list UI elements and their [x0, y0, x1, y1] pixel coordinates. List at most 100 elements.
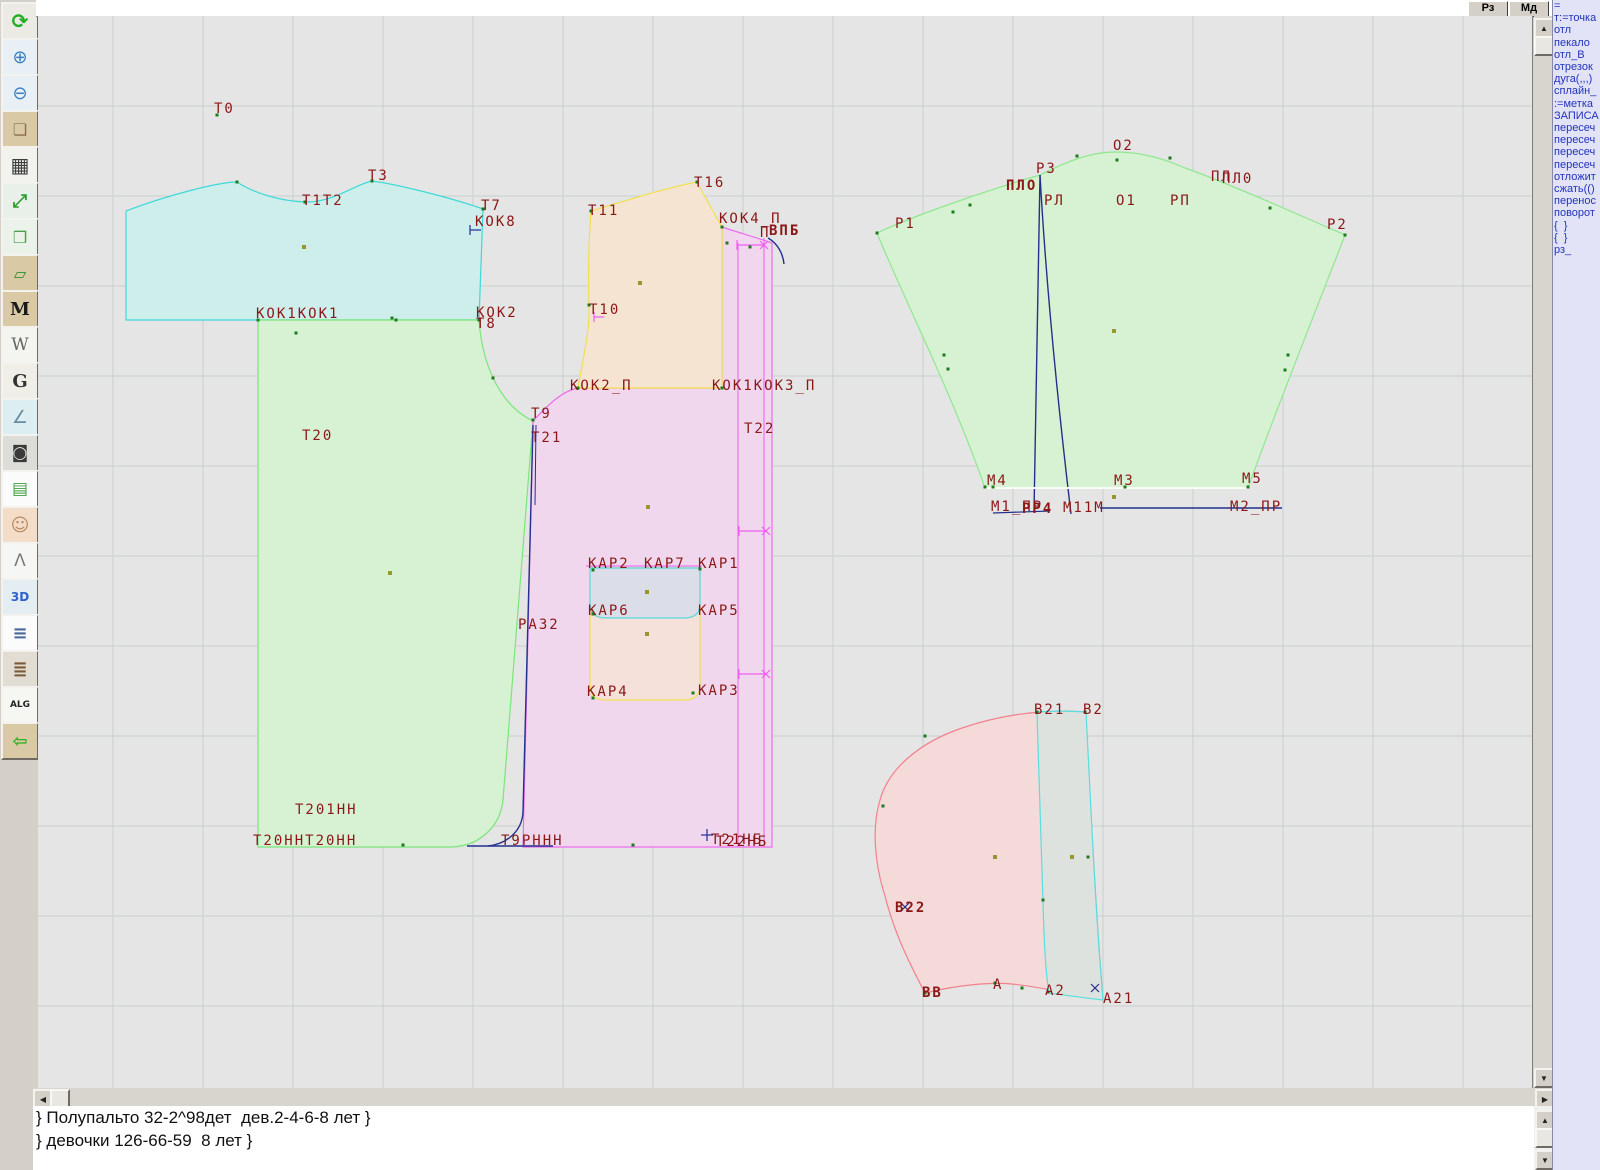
command-item-10[interactable]: пересеч [1554, 122, 1596, 135]
toolbar-button-refresh[interactable]: ⟳ [1, 2, 39, 40]
point-label: М1_ПР [991, 499, 1043, 515]
vertex-point [1075, 154, 1079, 158]
toolbar-button-list-doc[interactable]: ≡ [1, 614, 39, 652]
command-item-15[interactable]: сжать(() [1554, 183, 1595, 196]
toolbar-button-alg-doc[interactable]: ALG [1, 686, 39, 724]
command-item-6[interactable]: дуга(,,,) [1554, 73, 1593, 86]
canvas-hscrollbar[interactable]: ◀ ▶ [33, 1088, 1555, 1109]
toolbar-button-table-doc[interactable]: ▤ [1, 470, 39, 508]
toolbar-button-view-piece[interactable]: ❏ [1, 110, 39, 148]
point-label: КОК2 [476, 305, 518, 321]
vertex-point [256, 318, 260, 322]
command-item-16[interactable]: перенос [1554, 195, 1597, 208]
piece-back-yoke[interactable] [125, 180, 484, 321]
text-vscrollbar[interactable]: ▲ ▼ [1534, 1106, 1555, 1170]
toolbar-button-image[interactable]: ❒ [1, 218, 39, 256]
point-label: Т9РННН [501, 833, 564, 849]
scroll-down-icon[interactable]: ▼ [1534, 1068, 1554, 1088]
marker-plus [701, 829, 713, 841]
command-item-11[interactable]: пересеч [1554, 134, 1596, 147]
point-label: Т201НН [295, 802, 358, 818]
point-label: А [993, 977, 1003, 993]
command-item-4[interactable]: отл_В [1554, 48, 1585, 61]
zoom-in-icon: ⊕ [12, 46, 28, 68]
command-item-5[interactable]: отрезок [1554, 61, 1593, 74]
drawing-canvas[interactable]: Т0 Т3 Т1Т2 Т7 КОК8 КОК1КОК1 КОК2 Т8 Т20 Т9 Т21 Т201… [38, 16, 1533, 1089]
command-item-18[interactable]: { } [1554, 219, 1568, 232]
refresh-icon: ⟳ [11, 9, 29, 33]
point-label: М5 [1242, 471, 1263, 487]
marker-hdim [738, 669, 771, 679]
toolbar-button-m-piece[interactable]: M [1, 290, 39, 328]
vertex-point [923, 991, 927, 995]
vertex-point [1268, 206, 1272, 210]
command-item-7[interactable]: сплайн_ [1554, 85, 1597, 98]
md-button[interactable]: Мд [1509, 1, 1549, 17]
point-label: Т7 [481, 198, 502, 214]
point-label: Р3 [1036, 161, 1057, 177]
vertex-point [1035, 710, 1039, 714]
point-label: М4 [987, 473, 1008, 489]
vertex-point [991, 485, 995, 489]
rz-button[interactable]: Рз [1468, 1, 1508, 17]
toolbar-button-portrait[interactable]: ☺ [1, 506, 39, 544]
toolbar-button-grid[interactable]: ▦ [1, 146, 39, 184]
toolbar-button-measure-line[interactable]: ⤢ [1, 182, 39, 220]
vscroll-thumb[interactable] [1534, 36, 1554, 56]
point-label: ВВ [922, 985, 943, 1001]
command-item-19[interactable]: { } [1554, 231, 1568, 244]
command-item-3[interactable]: пекало [1554, 36, 1590, 49]
toolbar-button-threed[interactable]: 3D [1, 578, 39, 616]
view-piece-icon: ❏ [12, 119, 28, 139]
toolbar-button-zoom-out[interactable]: ⊖ [1, 74, 39, 112]
point-label: Т21 [531, 430, 562, 446]
toolbar-button-ruler[interactable]: ∠ [1, 398, 39, 436]
point-label: КАР7 [644, 556, 686, 572]
point-label: ВПБ [769, 223, 800, 239]
toolbar-button-piece-card[interactable]: ▱ [1, 254, 39, 292]
toolbar-button-g-pattern[interactable]: G [1, 362, 39, 400]
point-label: Т20ННТ20НН [253, 833, 357, 849]
line-sleeve-hem-short [992, 510, 1051, 514]
piece-card-icon: ▱ [13, 263, 27, 283]
piece-front-yoke[interactable] [577, 181, 723, 389]
command-item-20[interactable]: рз_ [1554, 244, 1572, 257]
toolbar-button-zoom-in[interactable]: ⊕ [1, 38, 39, 76]
measure-line-icon: ⤢ [12, 190, 28, 212]
g-pattern-icon: G [12, 370, 28, 392]
status-line-1: } Полупальто 32-2^98дет дев.2-4-6-8 лет … [36, 1108, 371, 1127]
status-text-area[interactable]: } Полупальто 32-2^98дет дев.2-4-6-8 лет … [33, 1106, 1534, 1170]
centroid-point [645, 632, 649, 636]
point-label: В21 [1034, 702, 1065, 718]
vertex-point [983, 485, 987, 489]
camera-icon: ◙ [11, 443, 29, 463]
toolbar-button-books[interactable]: ≣ [1, 650, 39, 688]
toolbar-button-exit[interactable]: ⇦ [1, 722, 39, 760]
piece-sleeve[interactable] [876, 151, 1346, 489]
vertex-point [1283, 368, 1287, 372]
point-label: Т22 [744, 421, 775, 437]
command-item-0[interactable]: = [1554, 0, 1561, 12]
command-item-1[interactable]: т:=точка [1554, 12, 1597, 25]
vertex-point [491, 376, 495, 380]
vertex-point [531, 418, 535, 422]
command-item-8[interactable]: :=метка [1554, 97, 1594, 110]
command-item-17[interactable]: поворот [1554, 207, 1595, 220]
vertex-point [589, 209, 593, 213]
toolbar-button-compass-w[interactable]: W [1, 326, 39, 364]
toolbar-button-jacket[interactable]: Λ [1, 542, 39, 580]
command-item-14[interactable]: отложит [1554, 170, 1596, 183]
piece-back-panel[interactable] [257, 319, 534, 848]
point-label: КАР5 [698, 603, 740, 619]
point-label: А2 [1045, 983, 1066, 999]
point-label: Т22НБ [716, 834, 768, 850]
command-item-2[interactable]: отл [1554, 24, 1572, 37]
scroll-up-icon[interactable]: ▲ [1534, 18, 1554, 38]
command-item-13[interactable]: пересеч [1554, 158, 1596, 171]
vertex-point [631, 843, 635, 847]
command-item-9[interactable]: ЗАПИСА [1554, 109, 1599, 122]
toolbar-button-camera[interactable]: ◙ [1, 434, 39, 472]
command-item-12[interactable]: пересеч [1554, 146, 1596, 159]
canvas-vscrollbar[interactable]: ▲ ▼ [1534, 16, 1554, 1088]
